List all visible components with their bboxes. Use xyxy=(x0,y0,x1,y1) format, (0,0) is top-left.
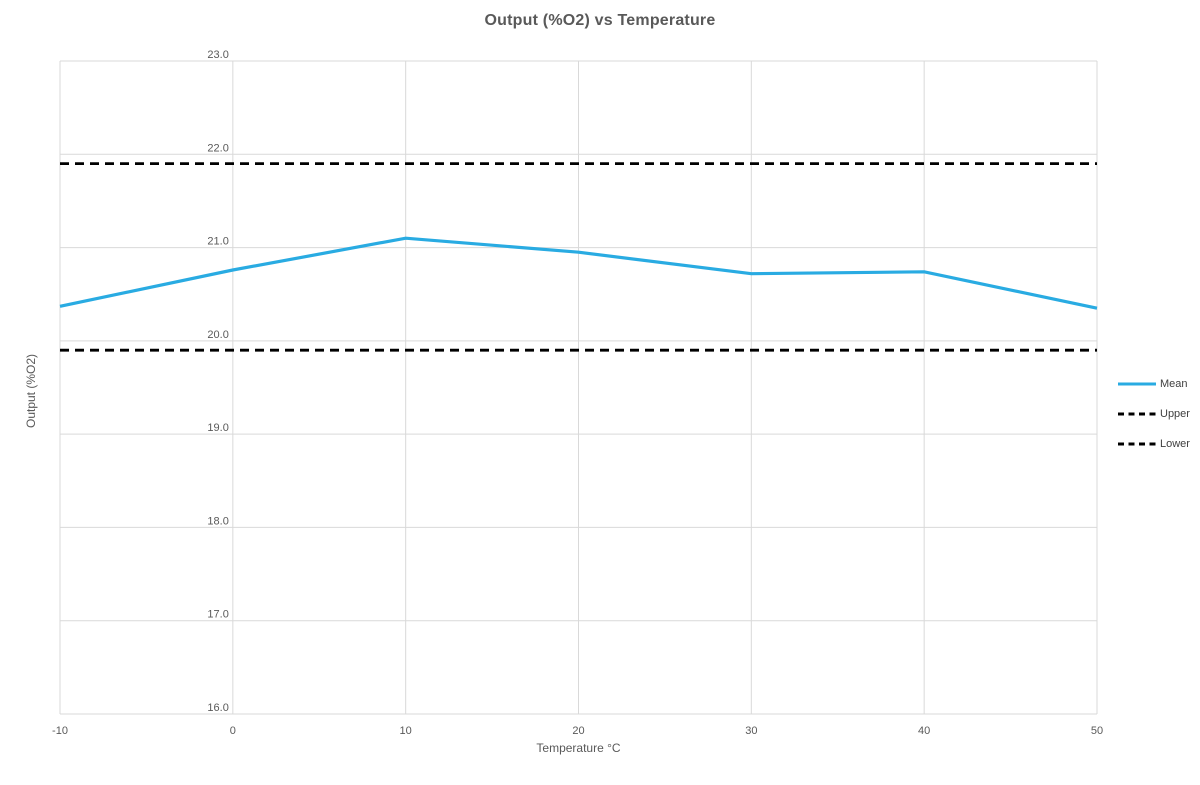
legend-item-mean: Mean xyxy=(1117,369,1190,399)
y-tick-label: 23.0 xyxy=(207,49,228,61)
legend-label: Upper xyxy=(1160,408,1190,420)
x-tick-label: 40 xyxy=(918,725,930,737)
legend-swatch-mean-line-icon xyxy=(1118,382,1156,386)
legend-label: Mean xyxy=(1160,378,1188,390)
legend-swatch-upper-line-icon xyxy=(1118,412,1156,416)
x-tick-label: 0 xyxy=(230,725,236,737)
y-tick-label: 17.0 xyxy=(207,609,228,621)
x-tick-label: 10 xyxy=(400,725,412,737)
x-axis-title: Temperature °C xyxy=(536,741,621,755)
legend-label: Lower xyxy=(1160,438,1190,450)
legend-swatch-lower-line-icon xyxy=(1118,442,1156,446)
x-tick-label: 20 xyxy=(572,725,584,737)
legend: Mean Upper Lower xyxy=(1117,369,1190,459)
x-tick-label: -10 xyxy=(52,725,68,737)
legend-item-upper: Upper xyxy=(1117,399,1190,429)
y-tick-label: 21.0 xyxy=(207,236,228,248)
x-tick-label: 30 xyxy=(745,725,757,737)
y-tick-label: 20.0 xyxy=(207,329,228,341)
legend-item-lower: Lower xyxy=(1117,429,1190,459)
x-tick-label: 50 xyxy=(1091,725,1103,737)
y-tick-label: 18.0 xyxy=(207,515,228,527)
y-axis-title: Output (%O2) xyxy=(24,353,38,429)
series-line-mean xyxy=(59,236,1098,310)
chart-title: Output (%O2) vs Temperature xyxy=(484,12,716,29)
y-tick-label: 19.0 xyxy=(207,422,228,434)
y-tick-label: 16.0 xyxy=(207,702,228,714)
y-tick-label: 22.0 xyxy=(207,142,228,154)
